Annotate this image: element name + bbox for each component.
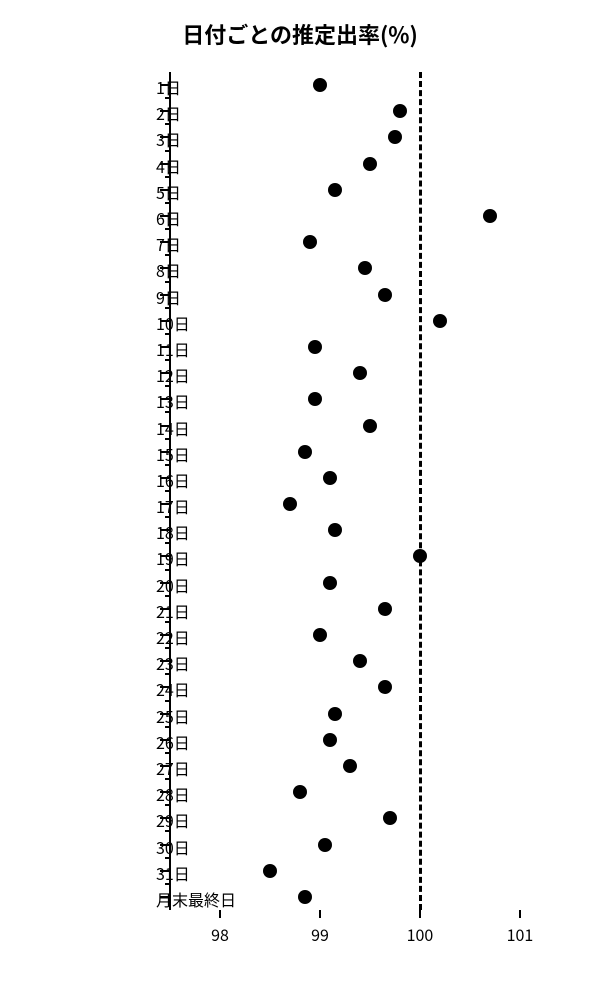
data-point	[393, 104, 407, 118]
data-point	[313, 78, 327, 92]
data-point	[323, 471, 337, 485]
data-point	[413, 549, 427, 563]
y-tick-minor	[165, 281, 170, 283]
data-point	[353, 654, 367, 668]
data-point	[308, 392, 322, 406]
data-point	[378, 288, 392, 302]
y-tick-minor	[165, 333, 170, 335]
y-tick-minor	[165, 883, 170, 885]
y-tick-minor	[165, 464, 170, 466]
x-tick	[219, 910, 221, 918]
data-point	[353, 366, 367, 380]
y-tick-minor	[165, 97, 170, 99]
y-tick-minor	[165, 516, 170, 518]
y-tick-minor	[165, 804, 170, 806]
data-point	[323, 733, 337, 747]
y-tick-minor	[165, 438, 170, 440]
data-point	[483, 209, 497, 223]
x-tick	[419, 910, 421, 918]
y-tick-minor	[165, 150, 170, 152]
data-point	[298, 890, 312, 904]
y-tick-minor	[165, 490, 170, 492]
data-point	[363, 419, 377, 433]
page: 日付ごとの推定出率(%) 1日2日3日4日5日6日7日8日9日10日11日12日…	[0, 0, 600, 1000]
y-tick-minor	[165, 385, 170, 387]
chart-title: 日付ごとの推定出率(%)	[0, 18, 600, 50]
data-point	[293, 785, 307, 799]
data-point	[303, 235, 317, 249]
reference-line	[419, 72, 422, 910]
y-tick-minor	[165, 673, 170, 675]
data-point	[343, 759, 357, 773]
data-point	[378, 680, 392, 694]
data-point	[328, 707, 342, 721]
y-tick-minor	[165, 202, 170, 204]
data-point	[323, 576, 337, 590]
y-tick-minor	[165, 595, 170, 597]
y-tick-minor	[165, 621, 170, 623]
data-point	[318, 838, 332, 852]
data-point	[298, 445, 312, 459]
y-tick-minor	[165, 254, 170, 256]
x-axis-label: 101	[500, 922, 540, 946]
x-axis-label: 99	[300, 922, 340, 946]
y-tick-minor	[165, 411, 170, 413]
y-tick-minor	[165, 752, 170, 754]
data-point	[283, 497, 297, 511]
y-tick-minor	[165, 778, 170, 780]
y-tick-minor	[165, 123, 170, 125]
data-point	[433, 314, 447, 328]
y-tick-minor	[165, 830, 170, 832]
scatter-plot: 1日2日3日4日5日6日7日8日9日10日11日12日13日14日15日16日1…	[170, 72, 570, 910]
data-point	[358, 261, 372, 275]
data-point	[263, 864, 277, 878]
y-tick-minor	[165, 359, 170, 361]
data-point	[378, 602, 392, 616]
x-axis-label: 100	[400, 922, 440, 946]
data-point	[313, 628, 327, 642]
x-axis-label: 98	[200, 922, 240, 946]
data-point	[383, 811, 397, 825]
data-point	[388, 130, 402, 144]
y-tick-minor	[165, 307, 170, 309]
data-point	[328, 183, 342, 197]
x-tick	[519, 910, 521, 918]
y-tick-minor	[165, 176, 170, 178]
data-point	[308, 340, 322, 354]
y-tick-minor	[165, 700, 170, 702]
y-tick-minor	[165, 542, 170, 544]
y-tick-minor	[165, 569, 170, 571]
data-point	[363, 157, 377, 171]
y-tick-minor	[165, 726, 170, 728]
y-tick-minor	[165, 857, 170, 859]
x-tick	[319, 910, 321, 918]
data-point	[328, 523, 342, 537]
y-tick-minor	[165, 228, 170, 230]
y-tick-minor	[165, 647, 170, 649]
